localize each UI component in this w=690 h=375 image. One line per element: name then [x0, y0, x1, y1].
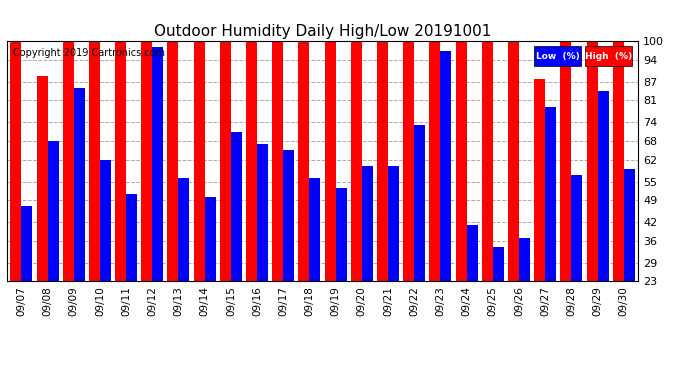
Text: Low  (%): Low (%)	[536, 52, 580, 61]
Bar	[545, 107, 556, 281]
Bar	[141, 41, 152, 281]
FancyBboxPatch shape	[584, 46, 632, 66]
Bar	[126, 194, 137, 281]
Bar	[152, 48, 164, 281]
Bar	[388, 166, 399, 281]
Bar	[493, 247, 504, 281]
Bar	[74, 88, 85, 281]
Bar	[598, 91, 609, 281]
FancyBboxPatch shape	[534, 46, 582, 66]
Bar	[179, 178, 190, 281]
Bar	[571, 175, 582, 281]
Bar	[37, 75, 48, 281]
Bar	[560, 41, 571, 281]
Bar	[613, 41, 624, 281]
Bar	[403, 41, 414, 281]
Text: Copyright 2019 Cartronics.com: Copyright 2019 Cartronics.com	[13, 48, 165, 58]
Bar	[257, 144, 268, 281]
Bar	[273, 41, 284, 281]
Bar	[325, 41, 335, 281]
Bar	[284, 150, 294, 281]
Bar	[440, 51, 451, 281]
Bar	[362, 166, 373, 281]
Bar	[299, 41, 310, 281]
Bar	[482, 41, 493, 281]
Bar	[63, 41, 74, 281]
Bar	[624, 169, 635, 281]
Bar	[351, 41, 362, 281]
Bar	[508, 41, 519, 281]
Bar	[205, 197, 216, 281]
Bar	[115, 41, 126, 281]
Bar	[246, 41, 257, 281]
Bar	[534, 79, 545, 281]
Bar	[429, 41, 440, 281]
Bar	[48, 141, 59, 281]
Bar	[10, 41, 21, 281]
Bar	[455, 41, 466, 281]
Bar	[335, 188, 346, 281]
Bar	[377, 41, 388, 281]
Bar	[220, 41, 231, 281]
Bar	[194, 41, 205, 281]
Bar	[168, 41, 179, 281]
Bar	[89, 41, 100, 281]
Bar	[466, 225, 477, 281]
Bar	[586, 41, 598, 281]
Bar	[414, 125, 425, 281]
Bar	[231, 132, 242, 281]
Bar	[519, 238, 530, 281]
Title: Outdoor Humidity Daily High/Low 20191001: Outdoor Humidity Daily High/Low 20191001	[154, 24, 491, 39]
Bar	[21, 207, 32, 281]
Bar	[100, 160, 111, 281]
Text: High  (%): High (%)	[584, 52, 632, 61]
Bar	[310, 178, 320, 281]
